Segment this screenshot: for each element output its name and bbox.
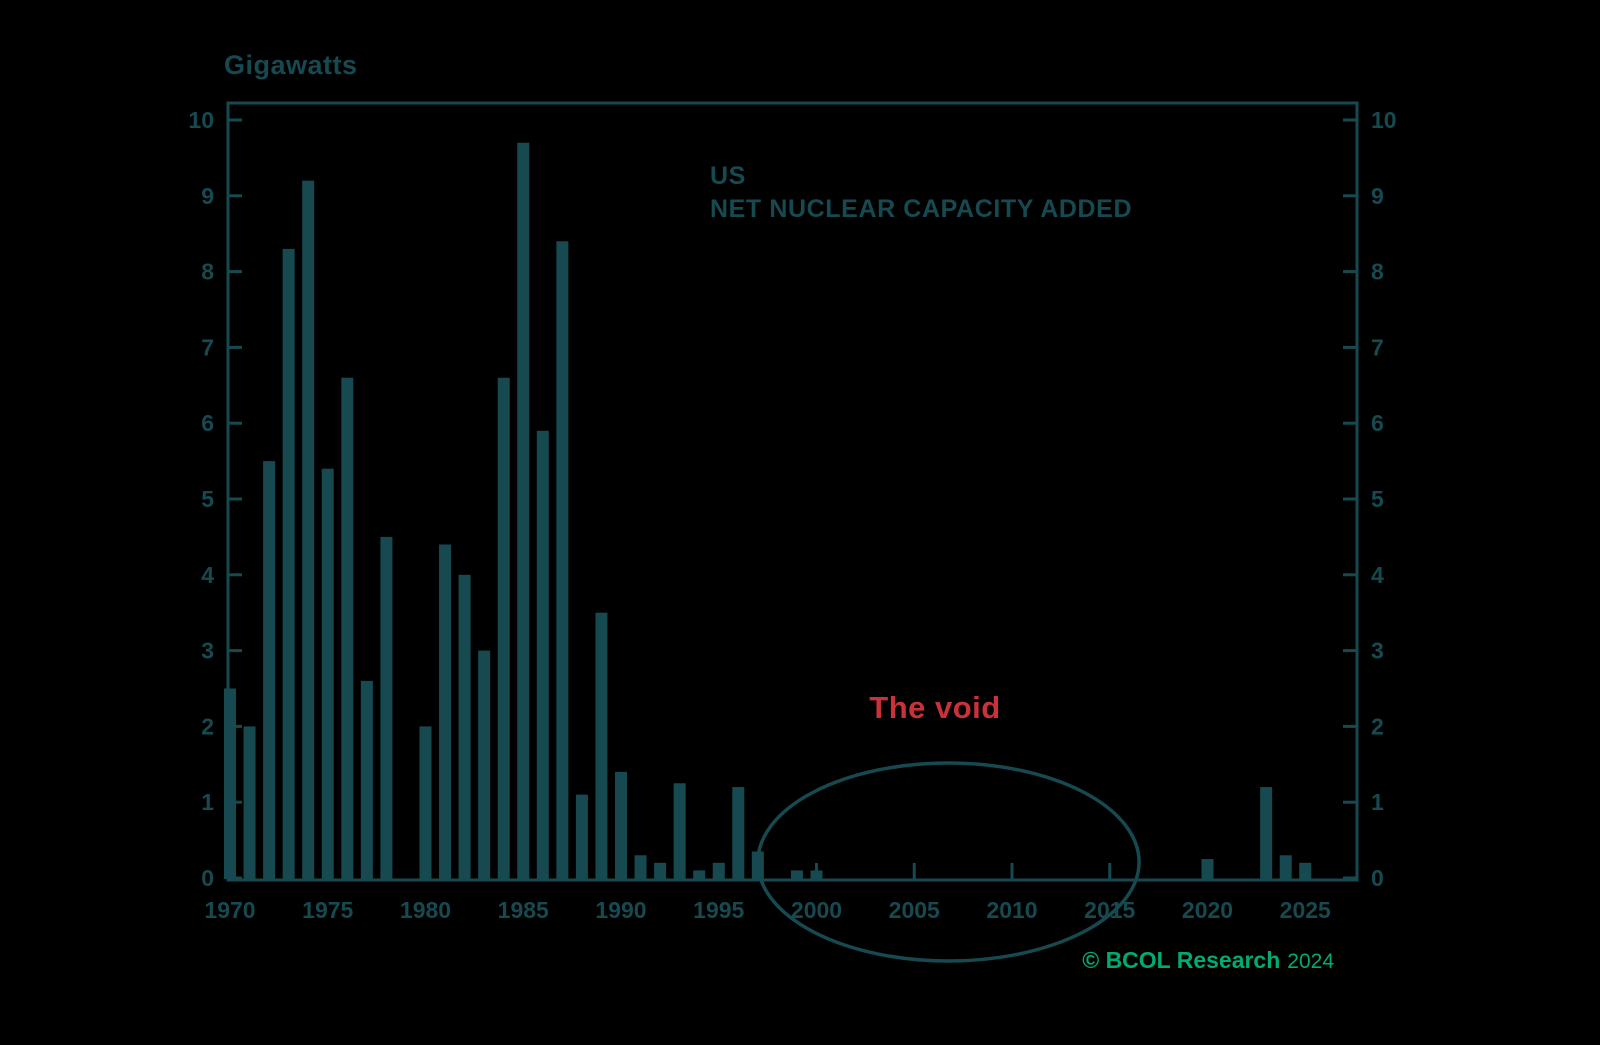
source-watermark: © BCOL Research 2024 xyxy=(1082,947,1334,974)
bar-1993 xyxy=(673,783,686,879)
bar-1978 xyxy=(380,536,393,879)
bar-1974 xyxy=(302,180,315,879)
y-axis-label-right: 4 xyxy=(1371,562,1384,588)
x-axis-label: 1980 xyxy=(400,897,451,923)
chart-title: US xyxy=(710,162,746,190)
x-axis-label: 1970 xyxy=(204,897,255,923)
bar-1984 xyxy=(497,377,510,879)
y-axis-label-right: 7 xyxy=(1371,334,1384,360)
y-axis-label-left: 5 xyxy=(201,486,214,512)
bar-1990 xyxy=(615,771,627,879)
y-axis-label-right: 2 xyxy=(1371,713,1384,739)
y-axis-label-left: 3 xyxy=(201,638,214,664)
void-ellipse xyxy=(756,761,1141,963)
y-axis-label-left: 8 xyxy=(201,259,214,285)
bar-2024 xyxy=(1279,855,1292,879)
bar-1999 xyxy=(790,870,803,879)
bar-2025 xyxy=(1299,862,1312,879)
bar-1981 xyxy=(439,544,452,879)
y-axis-label-left: 7 xyxy=(201,334,214,360)
source-year: 2024 xyxy=(1287,950,1334,973)
x-axis-label: 2000 xyxy=(791,897,842,923)
y-axis-label-right: 0 xyxy=(1371,865,1384,891)
x-axis-label: 1990 xyxy=(595,897,646,923)
bar-1975 xyxy=(321,468,334,879)
y-axis-label-left: 0 xyxy=(201,865,214,891)
x-axis-label: 1985 xyxy=(498,897,549,923)
bar-1982 xyxy=(458,574,471,879)
bar-1980 xyxy=(419,726,432,879)
bar-1973 xyxy=(282,248,295,880)
x-axis-label: 2005 xyxy=(889,897,940,923)
x-axis-label: 1995 xyxy=(693,897,744,923)
y-axis-unit-label: Gigawatts xyxy=(224,50,358,80)
chart-subtitle: NET NUCLEAR CAPACITY ADDED xyxy=(710,195,1133,223)
bar-1996 xyxy=(732,787,745,879)
y-axis-label-left: 6 xyxy=(201,410,214,436)
y-axis-label-left: 1 xyxy=(201,789,214,815)
x-axis-label: 2020 xyxy=(1182,897,1233,923)
y-axis-label-right: 10 xyxy=(1371,107,1397,133)
bar-1989 xyxy=(595,612,608,879)
bar-1991 xyxy=(634,855,647,879)
y-axis-label-left: 4 xyxy=(201,562,214,588)
chart-title-block: US NET NUCLEAR CAPACITY ADDED xyxy=(710,160,1132,226)
bar-1976 xyxy=(341,377,354,879)
bar-1987 xyxy=(556,241,569,879)
bar-1986 xyxy=(536,430,549,879)
source-name: © BCOL Research xyxy=(1082,947,1281,973)
y-axis-label-left: 2 xyxy=(201,713,214,739)
bar-1988 xyxy=(575,794,588,879)
bar-1977 xyxy=(360,680,373,879)
bar-1992 xyxy=(654,862,667,879)
bar-1972 xyxy=(263,461,276,879)
x-axis-label: 2010 xyxy=(986,897,1037,923)
y-axis-label-left: 9 xyxy=(201,183,214,209)
bar-1995 xyxy=(712,862,725,879)
bar-1983 xyxy=(478,650,491,879)
bar-1970 xyxy=(224,688,236,879)
bar-2023 xyxy=(1260,787,1273,879)
bar-1971 xyxy=(243,726,256,879)
y-axis-label-right: 6 xyxy=(1371,410,1384,436)
bar-2000 xyxy=(810,870,823,879)
y-axis-label-right: 5 xyxy=(1371,486,1384,512)
x-axis-label: 1975 xyxy=(302,897,353,923)
y-axis-label-right: 8 xyxy=(1371,259,1384,285)
y-axis-label-right: 9 xyxy=(1371,183,1384,209)
x-axis-label: 2015 xyxy=(1084,897,1135,923)
bar-1985 xyxy=(517,142,530,880)
bar-1994 xyxy=(693,870,706,879)
bar-2020 xyxy=(1201,859,1214,879)
plot-frame xyxy=(226,101,1359,882)
x-axis-label: 2025 xyxy=(1280,897,1331,923)
y-axis-label-right: 1 xyxy=(1371,789,1384,815)
y-axis-label-right: 3 xyxy=(1371,638,1384,664)
y-axis-label-left: 10 xyxy=(188,107,214,133)
void-annotation-label: The void xyxy=(869,690,1001,725)
